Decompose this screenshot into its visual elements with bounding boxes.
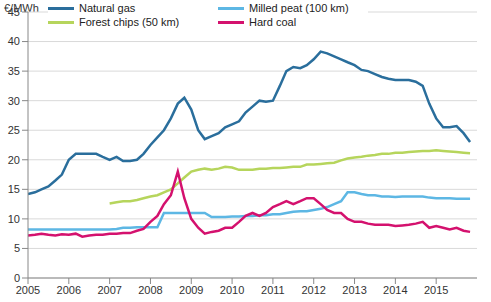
svg-text:15: 15 [8, 183, 20, 195]
svg-text:20: 20 [8, 154, 20, 166]
svg-text:0: 0 [14, 272, 20, 284]
svg-text:2005: 2005 [16, 284, 40, 296]
svg-text:25: 25 [8, 124, 20, 136]
svg-text:10: 10 [8, 213, 20, 225]
svg-text:45: 45 [8, 6, 20, 18]
svg-text:2006: 2006 [57, 284, 81, 296]
svg-text:2007: 2007 [97, 284, 121, 296]
svg-text:35: 35 [8, 65, 20, 77]
svg-text:2015: 2015 [424, 284, 448, 296]
svg-text:2011: 2011 [261, 284, 285, 296]
svg-text:2009: 2009 [179, 284, 203, 296]
svg-text:2014: 2014 [383, 284, 407, 296]
svg-text:2010: 2010 [220, 284, 244, 296]
svg-text:2008: 2008 [138, 284, 162, 296]
svg-text:2012: 2012 [301, 284, 325, 296]
svg-text:2013: 2013 [342, 284, 366, 296]
svg-text:5: 5 [14, 242, 20, 254]
svg-text:40: 40 [8, 35, 20, 47]
svg-text:30: 30 [8, 95, 20, 107]
